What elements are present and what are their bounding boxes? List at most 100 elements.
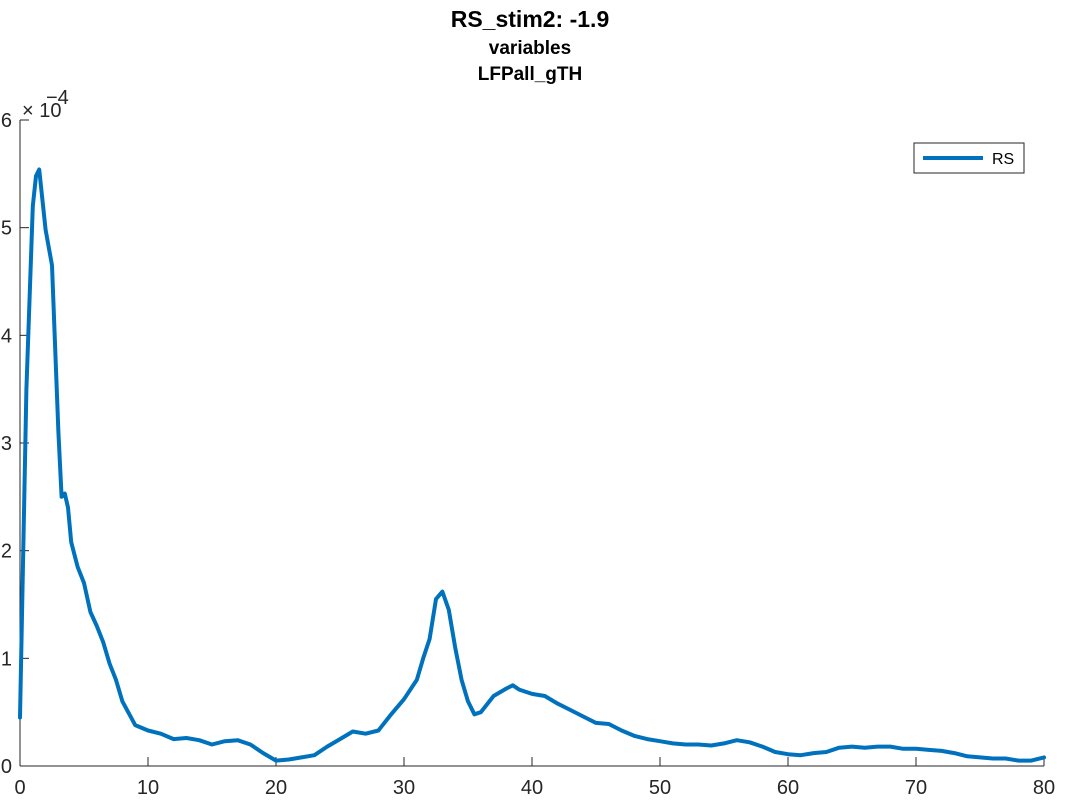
data-point [447,608,451,612]
data-point [95,624,99,628]
data-point [210,743,214,746]
data-point [952,751,956,755]
chart-title: RS_stim2: -1.9 [451,6,610,32]
data-point [1004,757,1008,760]
legend: RS [913,142,1025,174]
data-point [876,745,880,749]
data-point [978,755,982,759]
data-point [965,754,969,758]
data-point [863,746,867,750]
data-point [722,741,726,745]
data-point [60,495,64,499]
data-point [453,646,457,650]
x-tick-label: 30 [393,777,415,799]
series-line-rs [18,167,1046,763]
y-tick-label: 5 [1,218,12,240]
data-point [364,732,368,736]
data-point [287,758,291,761]
chart-subtitle-1: variables [489,38,571,59]
data-point [850,745,854,749]
data-point [581,715,585,718]
data-point [389,712,393,716]
data-point [120,699,124,703]
y-axis-ticks: 0 1 2 3 4 5 6 [1,110,29,778]
data-point [261,751,265,755]
data-point [684,743,688,746]
data-point [31,204,35,208]
data-point [543,694,547,698]
data-point [325,745,329,749]
data-point [37,168,41,171]
y-tick-label: 3 [1,433,12,455]
x-tick-label: 70 [905,777,927,799]
data-point [786,752,790,756]
data-point [709,744,713,747]
data-point [312,753,316,757]
series-layer [18,167,1046,763]
data-point [76,565,80,569]
data-point [735,738,739,742]
data-point [824,750,828,754]
data-point [18,716,22,719]
data-point [248,743,252,746]
x-axis-ticks: 0 10 20 30 40 50 60 70 80 [14,757,1055,799]
data-point [914,747,918,751]
data-point [504,687,508,690]
data-point [799,753,803,757]
data-point [223,739,227,743]
data-point [658,739,662,743]
data-point [172,737,176,741]
data-point [517,688,521,692]
data-point [108,662,112,666]
data-point [773,750,777,754]
data-point [671,741,675,745]
x-tick-label: 40 [521,777,543,799]
data-point [620,729,624,732]
y-tick-label: 0 [1,756,12,778]
x-tick-label: 10 [137,777,159,799]
data-point [63,492,67,496]
data-point [568,708,572,712]
data-point [632,734,636,738]
y-tick-label: 6 [1,110,12,132]
data-point [50,263,54,267]
data-point [837,746,841,750]
y-axis-exponent-base: × 10 [22,100,61,122]
data-point [376,729,380,732]
data-point [274,759,278,763]
data-point [594,721,598,725]
data-point [300,755,304,759]
data-point [760,745,764,749]
x-tick-label: 60 [777,777,799,799]
data-point [479,710,483,714]
data-point [466,699,470,703]
data-point [24,387,28,391]
data-point [184,736,188,740]
data-point [460,678,464,682]
y-tick-label: 2 [1,541,12,563]
data-point [114,678,118,682]
data-point [556,702,560,706]
data-point [472,712,476,716]
data-point [901,747,905,751]
data-point [607,722,611,726]
data-point [338,737,342,741]
data-point [888,745,892,749]
x-tick-label: 0 [14,777,25,799]
data-point [696,743,700,746]
data-point [440,590,444,594]
x-tick-label: 20 [265,777,287,799]
data-point [812,751,816,755]
data-point [492,694,496,698]
data-point [56,430,60,434]
data-point [940,749,944,753]
data-point [1029,759,1033,763]
data-point [645,737,649,741]
data-point [159,732,163,736]
y-tick-label: 4 [1,325,12,347]
data-point [511,683,515,687]
data-point [133,723,137,727]
y-axis-exponent-power: −4 [46,87,69,109]
